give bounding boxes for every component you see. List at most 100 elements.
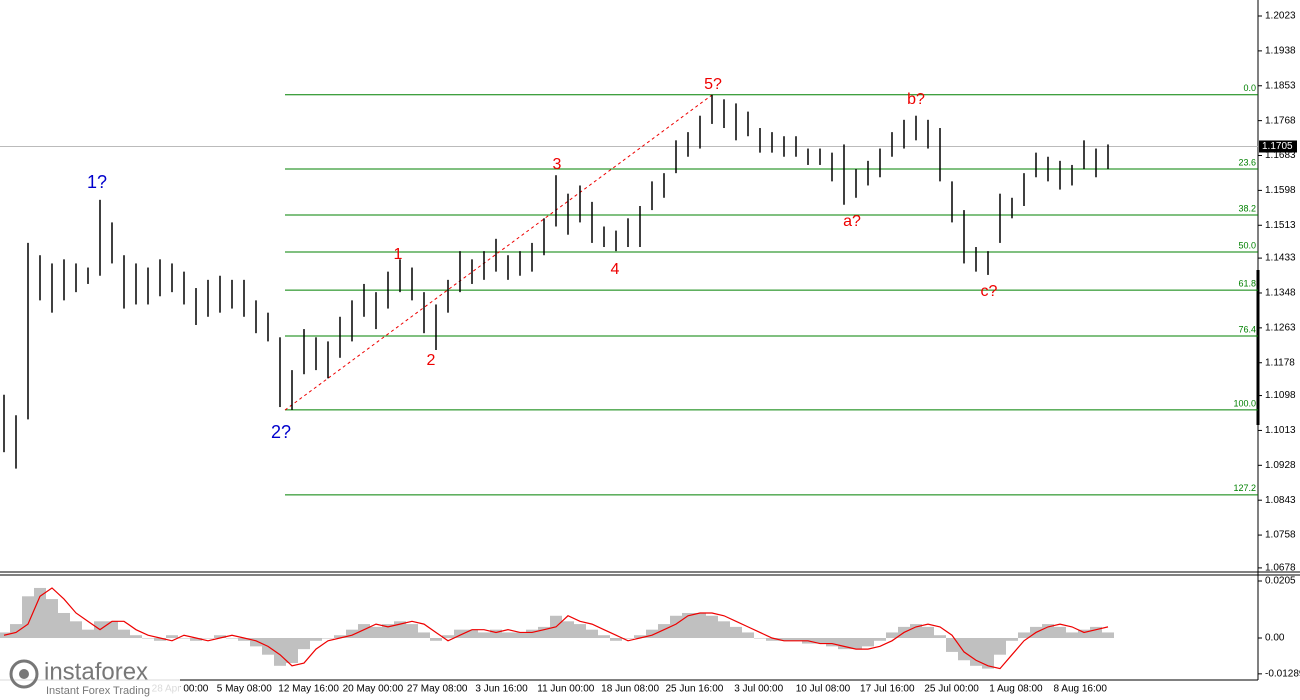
osc-histogram-bar <box>790 638 802 641</box>
wave-label: 5? <box>704 76 722 93</box>
osc-signal-line <box>3 587 1109 670</box>
y-tick-label: 1.0678 <box>1265 563 1296 574</box>
osc-histogram-bar <box>118 629 130 639</box>
osc-histogram-bar <box>298 638 310 650</box>
osc-histogram-bar <box>610 638 622 641</box>
osc-histogram-bar <box>274 638 286 666</box>
osc-histogram-bar <box>22 596 34 639</box>
osc-histogram-bar <box>130 635 142 639</box>
y-tick-label: 1.0843 <box>1265 495 1296 506</box>
x-tick-label: 28 Apr 00:00 <box>152 684 209 695</box>
y-tick-label: 1.1938 <box>1265 46 1296 57</box>
osc-histogram-bar <box>1054 626 1066 639</box>
osc-histogram-bar <box>322 638 334 639</box>
osc-histogram-bar <box>238 638 250 641</box>
osc-histogram-bar <box>874 638 886 641</box>
y-tick-label: 1.1098 <box>1265 390 1296 401</box>
x-tick-label: 1 Aug 08:00 <box>989 684 1043 695</box>
osc-histogram-bar <box>526 629 538 639</box>
wave-label: a? <box>843 213 861 230</box>
osc-histogram-bar <box>766 638 778 641</box>
osc-histogram-bar <box>562 621 574 639</box>
osc-histogram-bar <box>1090 626 1102 639</box>
osc-histogram-bar <box>622 638 634 639</box>
osc-histogram-bar <box>778 638 790 641</box>
osc-histogram-bar <box>394 621 406 639</box>
osc-histogram-bar <box>514 632 526 639</box>
osc-histogram-bar <box>826 638 838 647</box>
osc-histogram-bar <box>226 638 238 639</box>
osc-histogram-bar <box>142 638 154 639</box>
osc-histogram-bar <box>982 638 994 669</box>
osc-histogram-bar <box>754 638 766 639</box>
y-tick-label: 1.0928 <box>1265 460 1296 471</box>
osc-histogram-bar <box>154 638 166 641</box>
osc-histogram-bar <box>1102 632 1114 639</box>
osc-histogram-bar <box>1042 624 1054 639</box>
osc-histogram-bar <box>730 626 742 639</box>
wave-label: c? <box>981 283 998 300</box>
osc-histogram-bar <box>166 635 178 639</box>
fib-label: 0.0 <box>1243 83 1256 93</box>
osc-histogram-bar <box>886 632 898 639</box>
fib-label: 38.2 <box>1238 203 1256 213</box>
osc-histogram-bar <box>370 626 382 639</box>
osc-histogram-bar <box>70 621 82 639</box>
osc-histogram-bar <box>382 624 394 639</box>
osc-histogram-bar <box>490 629 502 639</box>
x-tick-label: 3 Jun 16:00 <box>475 684 528 695</box>
osc-histogram-bar <box>310 638 322 641</box>
y-tick-label: 1.1013 <box>1265 425 1296 436</box>
osc-histogram-bar <box>658 624 670 639</box>
x-tick-label: 18 Jun 08:00 <box>601 684 659 695</box>
osc-histogram-bar <box>178 638 190 639</box>
osc-histogram-bar <box>82 629 94 639</box>
current-price-label: 1.1705 <box>1262 141 1293 152</box>
y-tick-label: 1.1178 <box>1265 357 1295 368</box>
y-tick-label: 1.1598 <box>1265 185 1296 196</box>
y-tick-label: 1.1513 <box>1265 220 1296 231</box>
y-tick-label: 1.1768 <box>1265 115 1296 126</box>
osc-histogram-bar <box>250 638 262 647</box>
osc-tick-label: -0.01289 <box>1265 668 1300 679</box>
osc-histogram-bar <box>478 632 490 639</box>
logo-tagline: Instant Forex Trading <box>46 685 150 697</box>
osc-tick-label: 0.0205 <box>1265 576 1296 587</box>
osc-histogram-bar <box>706 615 718 639</box>
osc-histogram-bar <box>850 638 862 650</box>
osc-histogram-bar <box>934 635 946 639</box>
osc-histogram-bar <box>286 638 298 664</box>
osc-histogram-bar <box>922 626 934 639</box>
osc-tick-label: 0.00 <box>1265 633 1285 644</box>
osc-histogram-bar <box>406 624 418 639</box>
logo-brand: instaforex <box>44 658 148 685</box>
x-tick-label: 12 May 16:00 <box>278 684 339 695</box>
logo-icon <box>9 659 39 689</box>
osc-histogram-bar <box>1066 632 1078 639</box>
wave-label: 1 <box>394 246 403 263</box>
wave-label: b? <box>907 91 925 108</box>
y-tick-label: 1.1263 <box>1265 322 1296 333</box>
osc-histogram-bar <box>598 635 610 639</box>
osc-histogram-bar <box>646 629 658 639</box>
osc-histogram-bar <box>538 626 550 639</box>
fib-label: 50.0 <box>1238 240 1256 250</box>
x-tick-label: 10 Jul 08:00 <box>796 684 851 695</box>
osc-histogram-bar <box>1018 632 1030 639</box>
osc-histogram-bar <box>466 629 478 639</box>
x-tick-label: 11 Jun 00:00 <box>537 684 595 695</box>
x-tick-label: 20 May 00:00 <box>343 684 404 695</box>
logo: instaforex Instant Forex Trading <box>0 655 180 700</box>
osc-histogram-bar <box>358 624 370 639</box>
osc-histogram-bar <box>430 638 442 641</box>
osc-histogram-bar <box>454 629 466 639</box>
osc-histogram-bar <box>634 635 646 639</box>
osc-histogram-bar <box>418 632 430 639</box>
osc-histogram-bar <box>814 638 826 644</box>
osc-histogram-bar <box>694 612 706 639</box>
osc-histogram-bar <box>838 638 850 650</box>
y-tick-label: 1.1853 <box>1265 80 1296 91</box>
osc-histogram-bar <box>862 638 874 647</box>
osc-histogram-bar <box>190 638 202 641</box>
